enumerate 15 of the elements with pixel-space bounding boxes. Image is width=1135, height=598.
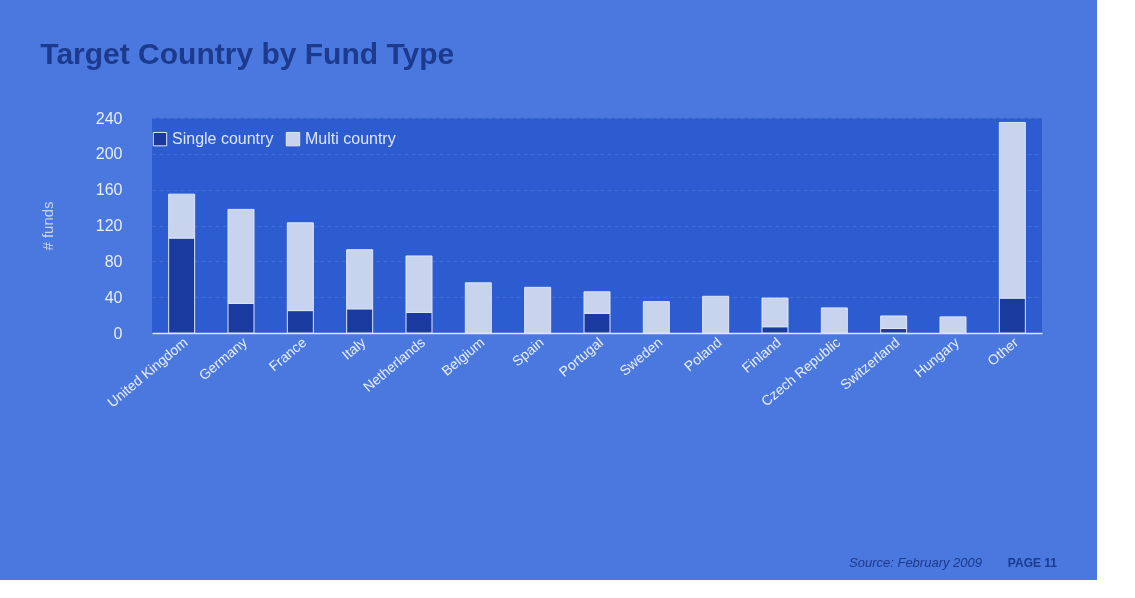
chart-title: Target Country by Fund Type <box>40 37 455 70</box>
legend-label: Multi country <box>305 130 396 148</box>
y-axis-title: # funds <box>38 201 56 251</box>
bar <box>880 315 908 330</box>
y-tick-label: 240 <box>95 109 123 127</box>
y-tick-label: 0 <box>113 324 123 342</box>
legend-label: Single country <box>172 130 274 148</box>
y-tick-label: 40 <box>104 288 123 306</box>
source-note: Source: February 2009 <box>849 555 982 570</box>
y-tick-label: 200 <box>95 145 123 163</box>
x-tick-label: Italy <box>338 333 369 363</box>
text: PAGE 11 <box>1007 556 1058 570</box>
y-tick-label: 80 <box>104 252 123 270</box>
y-tick-label: 160 <box>95 181 123 199</box>
y-tick-label: 120 <box>95 217 123 234</box>
